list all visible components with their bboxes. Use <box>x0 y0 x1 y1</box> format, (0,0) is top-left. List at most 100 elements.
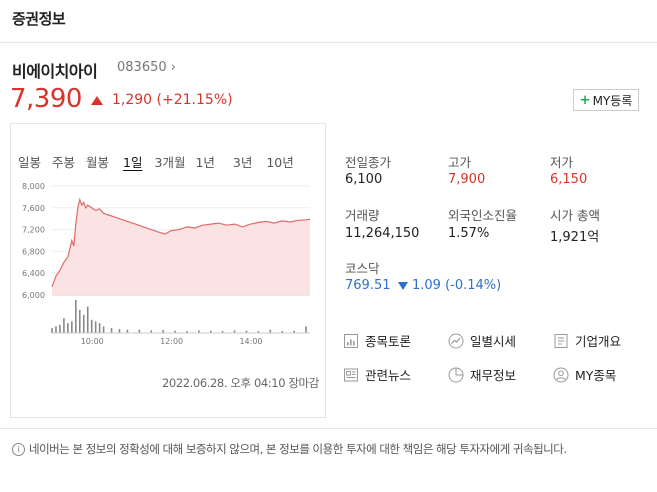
volume-bar <box>51 328 53 333</box>
price-line <box>51 197 311 288</box>
mcap-value: 1,921억 <box>550 230 600 245</box>
volume-bar <box>281 331 284 333</box>
header-divider <box>0 42 657 43</box>
down-arrow-icon <box>398 282 408 290</box>
link-daily-price[interactable]: 일별시세 <box>448 331 516 350</box>
volume-bar <box>78 309 81 333</box>
index-change: 1.09 (-0.14%) <box>412 278 502 293</box>
y-tick-label: 6,800 <box>22 247 45 256</box>
x-tick-label: 12:00 <box>160 337 183 346</box>
y-tick-label: 7,200 <box>22 226 45 235</box>
volume-bar <box>186 331 188 333</box>
plus-icon: + <box>579 92 591 108</box>
tab-10year[interactable]: 10년 <box>266 155 294 170</box>
tab-1day[interactable]: 1일 <box>123 155 143 170</box>
volume-bar <box>126 329 129 333</box>
current-price: 7,390 <box>10 84 82 114</box>
link-finance[interactable]: 재무정보 <box>448 365 516 384</box>
tab-weekly[interactable]: 주봉 <box>52 155 76 170</box>
index-value: 769.51 <box>345 278 391 293</box>
up-arrow-icon <box>91 96 103 105</box>
index-label: 코스닥 <box>345 261 380 276</box>
disclaimer-text: 네이버는 본 정보의 정확성에 대해 보증하지 않으며, 본 정보를 이용한 투… <box>29 442 567 456</box>
daily-price-icon <box>448 333 464 348</box>
stock-name[interactable]: 비에이치아이 <box>12 62 98 81</box>
volume-value: 11,264,150 <box>345 226 420 241</box>
tab-1year[interactable]: 1년 <box>195 155 215 170</box>
volume-bar <box>86 306 89 333</box>
volume-bar <box>110 328 113 333</box>
mcap-label: 시가 총액 <box>550 208 600 223</box>
stock-code: 083650 <box>117 60 167 75</box>
link-company-overview-label: 기업개요 <box>575 334 622 349</box>
volume-bar <box>198 330 200 333</box>
link-discussion-label: 종목토론 <box>365 334 412 349</box>
volume-bar <box>269 329 272 333</box>
change-percent: (+21.15%) <box>156 92 233 108</box>
price-change: 1,290 (+21.15%) <box>112 92 233 108</box>
volume-bar <box>162 330 164 333</box>
volume-bar <box>174 330 176 333</box>
volume-bar <box>118 329 121 333</box>
volume-bar <box>209 330 212 333</box>
chart-panel <box>10 123 326 418</box>
volume-bar <box>257 331 260 333</box>
stock-code-link[interactable]: 083650 › <box>117 60 176 75</box>
y-tick-label: 6,000 <box>22 291 45 300</box>
price-area <box>52 199 310 295</box>
low-value: 6,150 <box>550 172 588 187</box>
volume-bar <box>90 319 93 333</box>
prev-close-value: 6,100 <box>345 172 383 187</box>
volume-bar <box>221 331 224 333</box>
info-icon: i <box>12 442 25 456</box>
chevron-right-icon: › <box>170 60 176 75</box>
volume-bar <box>293 330 295 333</box>
volume-bar <box>245 330 248 333</box>
tab-daily[interactable]: 일봉 <box>18 155 42 170</box>
tab-3year[interactable]: 3년 <box>232 155 253 170</box>
link-company-overview[interactable]: 기업개요 <box>553 331 621 350</box>
link-news-label: 관련뉴스 <box>365 368 412 383</box>
volume-bar <box>98 323 101 333</box>
y-tick-label: 6,400 <box>22 269 45 278</box>
x-tick-label: 14:00 <box>239 337 262 346</box>
tab-3month[interactable]: 3개월 <box>154 155 186 170</box>
price-chart[interactable]: 8,000 7,600 7,200 6,800 6,400 6,000 10:00 12:00… <box>22 176 314 351</box>
y-tick-label: 8,000 <box>22 182 45 191</box>
link-discussion[interactable]: 종목토론 <box>343 331 411 350</box>
change-amount: 1,290 <box>112 92 153 108</box>
section-title: 증권정보 <box>12 10 66 28</box>
high-label: 고가 <box>448 155 472 170</box>
volume-bar <box>67 323 69 333</box>
high-value: 7,900 <box>448 172 486 187</box>
link-news[interactable]: 관련뉴스 <box>343 365 411 384</box>
volume-bar <box>82 314 85 333</box>
volume-bar <box>102 326 105 333</box>
volume-label: 거래량 <box>345 208 380 223</box>
my-register-label: MY등록 <box>592 93 633 108</box>
prev-close-label: 전일종가 <box>345 155 392 170</box>
footer-divider <box>0 428 657 429</box>
disclaimer: i 네이버는 본 정보의 정확성에 대해 보증하지 않으며, 본 정보를 이용한… <box>12 441 567 457</box>
link-my-stock[interactable]: MY종목 <box>553 365 616 384</box>
volume-bar <box>150 330 153 333</box>
foreign-label: 외국인소진율 <box>448 208 518 223</box>
foreign-value: 1.57% <box>448 226 490 241</box>
x-tick-label: 10:00 <box>81 337 104 346</box>
volume-bar <box>138 329 141 333</box>
my-register-button[interactable]: + MY등록 <box>573 89 639 111</box>
low-label: 저가 <box>550 155 574 170</box>
link-daily-price-label: 일별시세 <box>470 334 517 349</box>
volume-bar <box>55 326 57 333</box>
finance-icon <box>448 367 464 382</box>
volume-bar <box>63 318 65 333</box>
tab-monthly[interactable]: 월봉 <box>86 155 110 170</box>
volume-bar <box>305 326 307 333</box>
volume-bar <box>71 321 73 333</box>
volume-bar <box>75 300 77 333</box>
news-icon <box>344 368 358 381</box>
volume-bar <box>94 321 97 333</box>
company-overview-icon <box>554 333 568 348</box>
period-tabs: 일봉 주봉 월봉 1일 3개월 1년 3년 10년 <box>18 152 294 171</box>
link-finance-label: 재무정보 <box>470 368 517 383</box>
